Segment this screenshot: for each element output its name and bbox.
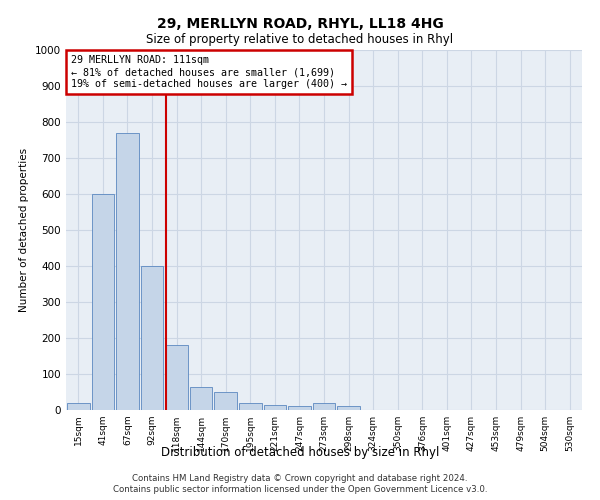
Text: 29, MERLLYN ROAD, RHYL, LL18 4HG: 29, MERLLYN ROAD, RHYL, LL18 4HG — [157, 18, 443, 32]
Bar — [140, 266, 163, 410]
Bar — [239, 403, 262, 410]
Bar — [288, 406, 311, 410]
Bar — [313, 403, 335, 410]
Bar — [337, 406, 360, 410]
Text: 29 MERLLYN ROAD: 111sqm
← 81% of detached houses are smaller (1,699)
19% of semi: 29 MERLLYN ROAD: 111sqm ← 81% of detache… — [71, 56, 347, 88]
Bar — [165, 345, 188, 410]
Bar — [116, 133, 139, 410]
Text: Distribution of detached houses by size in Rhyl: Distribution of detached houses by size … — [161, 446, 439, 459]
Bar — [67, 403, 89, 410]
Text: Contains public sector information licensed under the Open Government Licence v3: Contains public sector information licen… — [113, 486, 487, 494]
Y-axis label: Number of detached properties: Number of detached properties — [19, 148, 29, 312]
Bar — [190, 386, 212, 410]
Bar — [263, 404, 286, 410]
Bar — [92, 194, 114, 410]
Text: Contains HM Land Registry data © Crown copyright and database right 2024.: Contains HM Land Registry data © Crown c… — [132, 474, 468, 483]
Bar — [214, 392, 237, 410]
Text: Size of property relative to detached houses in Rhyl: Size of property relative to detached ho… — [146, 32, 454, 46]
